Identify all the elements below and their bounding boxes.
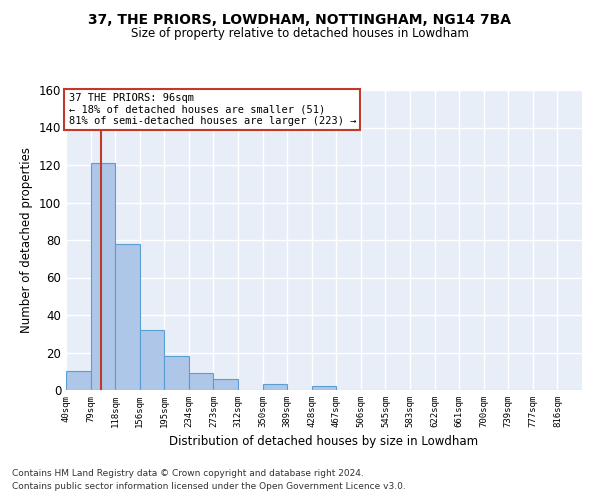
Bar bbox=[189, 373, 214, 390]
Bar bbox=[91, 163, 115, 390]
Text: 37, THE PRIORS, LOWDHAM, NOTTINGHAM, NG14 7BA: 37, THE PRIORS, LOWDHAM, NOTTINGHAM, NG1… bbox=[89, 12, 511, 26]
Bar bbox=[164, 356, 189, 390]
Bar bbox=[115, 244, 140, 390]
Bar bbox=[66, 371, 91, 390]
Bar bbox=[214, 379, 238, 390]
Text: Contains HM Land Registry data © Crown copyright and database right 2024.: Contains HM Land Registry data © Crown c… bbox=[12, 468, 364, 477]
Y-axis label: Number of detached properties: Number of detached properties bbox=[20, 147, 33, 333]
X-axis label: Distribution of detached houses by size in Lowdham: Distribution of detached houses by size … bbox=[169, 436, 479, 448]
Bar bbox=[263, 384, 287, 390]
Text: 37 THE PRIORS: 96sqm
← 18% of detached houses are smaller (51)
81% of semi-detac: 37 THE PRIORS: 96sqm ← 18% of detached h… bbox=[68, 93, 356, 126]
Text: Contains public sector information licensed under the Open Government Licence v3: Contains public sector information licen… bbox=[12, 482, 406, 491]
Bar bbox=[140, 330, 164, 390]
Text: Size of property relative to detached houses in Lowdham: Size of property relative to detached ho… bbox=[131, 28, 469, 40]
Bar bbox=[312, 386, 336, 390]
